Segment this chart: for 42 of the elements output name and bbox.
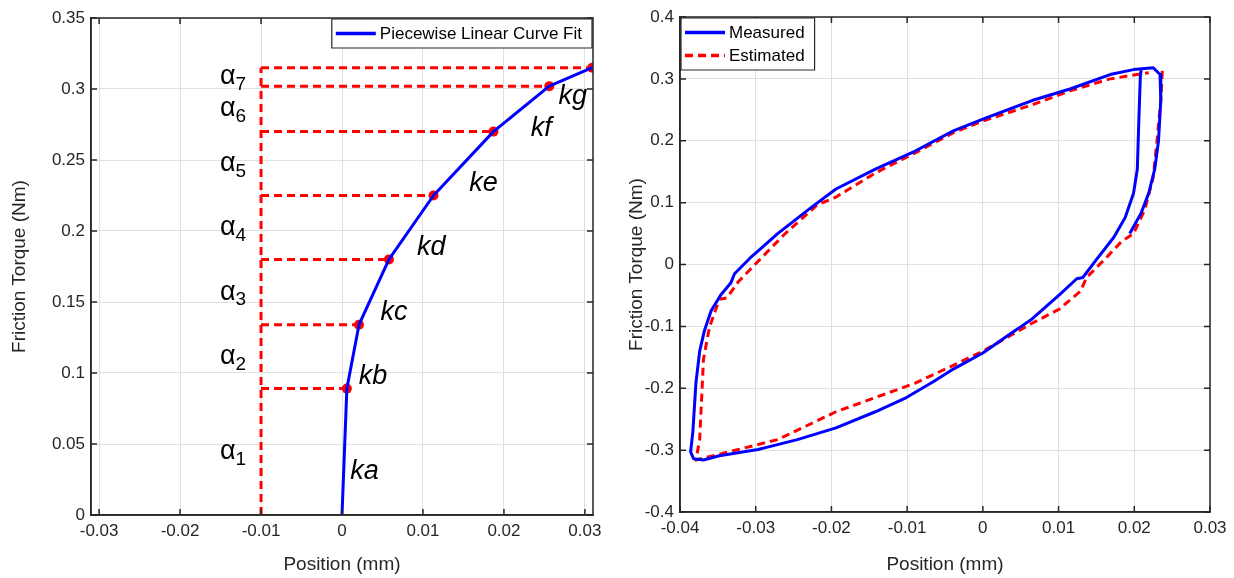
y-tick-label: 0.3 xyxy=(650,68,674,88)
annotation: kf xyxy=(530,112,555,143)
y-tick-label: 0.1 xyxy=(61,362,85,382)
annotation: kd xyxy=(416,230,447,261)
y-tick-label: 0.2 xyxy=(650,130,674,150)
y-tick-label: 0.4 xyxy=(650,6,674,26)
y-tick-label: 0 xyxy=(664,254,674,274)
x-tick-label: 0.01 xyxy=(1042,517,1076,537)
y-tick-label: 0.35 xyxy=(51,7,85,27)
annotation: kc xyxy=(380,295,408,326)
y-tick-label: 0.15 xyxy=(51,291,85,311)
annotation: kg xyxy=(558,80,588,111)
x-tick-label: 0.01 xyxy=(406,520,440,540)
y-tick-label: 0.1 xyxy=(650,192,674,212)
x-tick-label: 0 xyxy=(337,520,347,540)
x-axis-title: Position (mm) xyxy=(886,552,1004,574)
y-tick-label: 0.25 xyxy=(51,149,85,169)
x-tick-label: 0.03 xyxy=(1193,517,1227,537)
y-tick-label: -0.1 xyxy=(644,316,674,336)
x-tick-label: 0.02 xyxy=(1117,517,1151,537)
y-tick-label: 0.05 xyxy=(51,433,85,453)
x-tick-label: -0.02 xyxy=(812,517,851,537)
x-tick-label: 0.03 xyxy=(568,520,602,540)
annotation: kb xyxy=(358,360,388,391)
x-axis-title: Position (mm) xyxy=(283,552,401,574)
y-tick-label: 0.2 xyxy=(61,220,85,240)
legend-label: Estimated xyxy=(729,46,805,66)
y-tick-label: 0.3 xyxy=(61,78,85,98)
annotation: ke xyxy=(469,167,498,198)
x-tick-label: -0.01 xyxy=(887,517,927,537)
x-tick-label: 0.02 xyxy=(487,520,521,540)
legend-label: Measured xyxy=(729,23,805,43)
x-tick-label: 0 xyxy=(978,517,988,537)
annotation: ka xyxy=(350,455,379,486)
y-tick-label: -0.3 xyxy=(644,439,674,459)
y-axis-title: Friction Torque (Nm) xyxy=(7,180,29,353)
x-tick-label: -0.02 xyxy=(160,520,200,540)
x-tick-label: -0.01 xyxy=(241,520,281,540)
x-tick-label: -0.03 xyxy=(736,517,776,537)
y-tick-label: -0.2 xyxy=(644,377,674,397)
legend-label: Piecewise Linear Curve Fit xyxy=(379,24,583,44)
y-axis-title: Friction Torque (Nm) xyxy=(624,178,646,351)
